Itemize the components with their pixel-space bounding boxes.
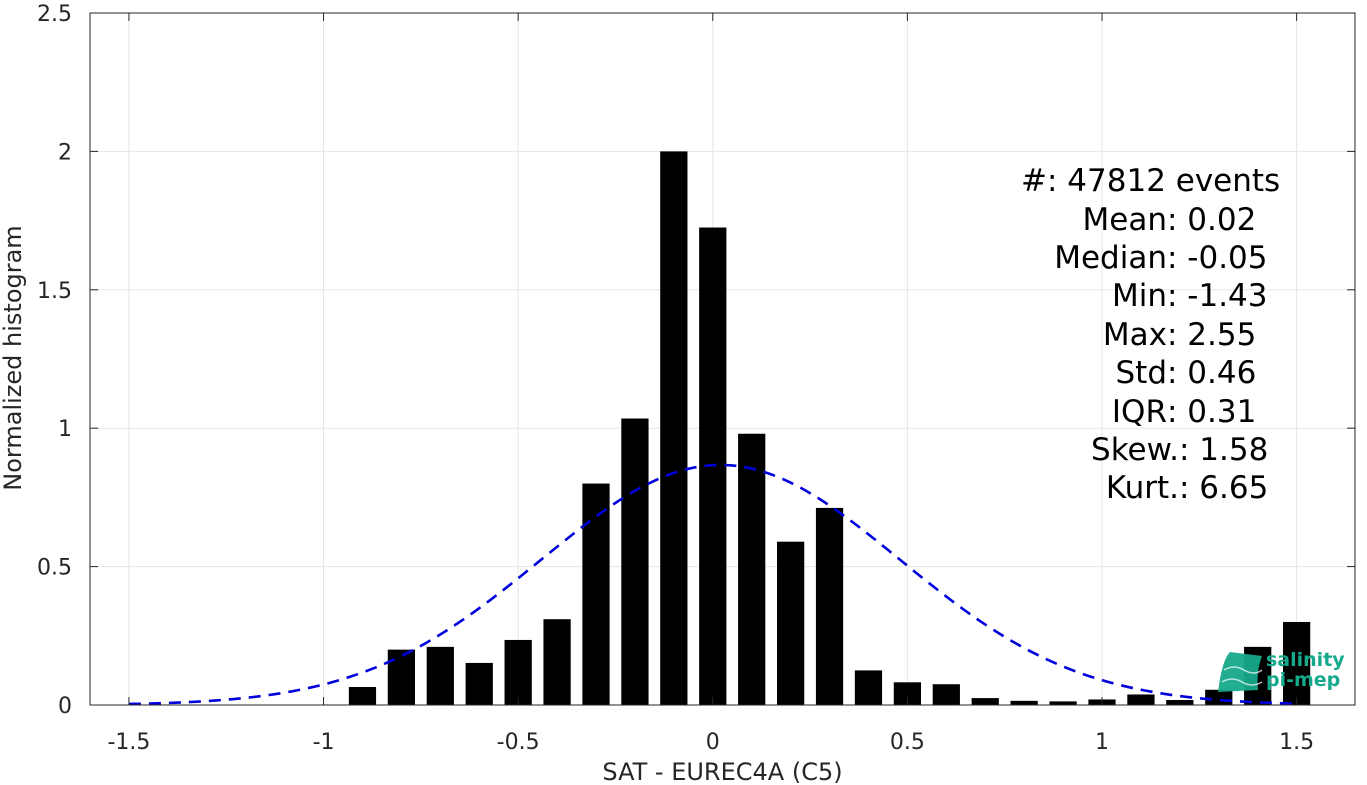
stat-label: Median bbox=[1054, 240, 1167, 276]
histogram-bar bbox=[815, 507, 844, 705]
stat-value: : 47812 events bbox=[1047, 163, 1280, 199]
wave-logo-icon bbox=[1218, 652, 1263, 692]
stat-value: : 0.46 bbox=[1167, 355, 1256, 391]
x-tick-label: -0.5 bbox=[497, 730, 540, 755]
stat-value: : 0.02 bbox=[1167, 202, 1256, 238]
x-tick-label: 1 bbox=[1095, 730, 1109, 755]
histogram-bar bbox=[971, 698, 999, 705]
logo-text-salinity: salinity bbox=[1266, 649, 1345, 671]
histogram-bar bbox=[504, 639, 532, 705]
histogram-bar bbox=[1127, 694, 1155, 705]
histogram-bar bbox=[776, 541, 805, 705]
histogram-bar bbox=[348, 687, 377, 705]
x-tick-labels: -1.5 -1 -0.5 0 0.5 1 1.5 bbox=[107, 730, 1314, 755]
histogram-bar bbox=[387, 649, 416, 705]
y-tick-label: 1.5 bbox=[37, 279, 72, 304]
x-tick-label: -1 bbox=[313, 730, 335, 755]
stat-value: : 6.65 bbox=[1179, 470, 1268, 506]
x-tick-label: 1.5 bbox=[1279, 730, 1314, 755]
histogram-bar bbox=[1205, 689, 1233, 705]
histogram-bar bbox=[465, 662, 493, 705]
stat-value: : 2.55 bbox=[1167, 317, 1256, 353]
stat-value: : -1.43 bbox=[1167, 278, 1268, 314]
y-tick-labels: 0 0.5 1 1.5 2 2.5 bbox=[37, 2, 72, 719]
stat-label: Skew. bbox=[1091, 432, 1179, 468]
x-tick-label: 0.5 bbox=[890, 730, 925, 755]
y-tick-label: 0.5 bbox=[37, 556, 72, 581]
y-tick-label: 2.5 bbox=[37, 2, 72, 27]
histogram-bar bbox=[893, 682, 922, 705]
stat-label: Std bbox=[1115, 355, 1167, 391]
histogram-bar bbox=[1166, 700, 1194, 705]
stat-value: : 1.58 bbox=[1179, 432, 1268, 468]
histogram-bar bbox=[738, 433, 766, 705]
x-axis-label: SAT - EUREC4A (C5) bbox=[602, 758, 842, 785]
stat-value: : 0.31 bbox=[1167, 394, 1256, 430]
y-tick-label: 2 bbox=[58, 140, 72, 165]
x-tick-label: -1.5 bbox=[107, 730, 150, 755]
histogram-bar bbox=[1010, 700, 1038, 705]
stat-label: IQR bbox=[1112, 394, 1167, 430]
histogram-bar bbox=[543, 619, 571, 705]
y-tick-label: 1 bbox=[58, 417, 72, 442]
x-tick-label: 0 bbox=[706, 730, 720, 755]
stat-label: Max bbox=[1103, 317, 1167, 353]
y-tick-label: 0 bbox=[58, 694, 72, 719]
stat-label: Kurt. bbox=[1106, 470, 1179, 506]
axis-ticks bbox=[90, 12, 1355, 706]
stat-label: # bbox=[1021, 163, 1047, 199]
stat-label: Min bbox=[1112, 278, 1167, 314]
normal-fit-curve bbox=[128, 463, 1297, 706]
histogram-bar bbox=[854, 670, 883, 705]
histogram-bar bbox=[660, 151, 688, 705]
logo-text-pimep: pi-mep bbox=[1266, 669, 1340, 691]
salinity-pimep-logo: salinity pi-mep bbox=[1218, 649, 1345, 692]
stat-value: : -0.05 bbox=[1167, 240, 1268, 276]
y-axis-label: Normalized histogram bbox=[0, 225, 27, 490]
histogram-bar bbox=[932, 684, 960, 705]
histogram-bar bbox=[621, 418, 649, 705]
histogram-bar bbox=[426, 646, 454, 705]
histogram-bar bbox=[582, 483, 610, 705]
stat-label: Mean bbox=[1083, 202, 1167, 238]
histogram-bars bbox=[348, 151, 1311, 705]
histogram-bar bbox=[1282, 621, 1311, 705]
histogram-bar bbox=[1049, 701, 1077, 705]
axes-box bbox=[89, 12, 1356, 706]
